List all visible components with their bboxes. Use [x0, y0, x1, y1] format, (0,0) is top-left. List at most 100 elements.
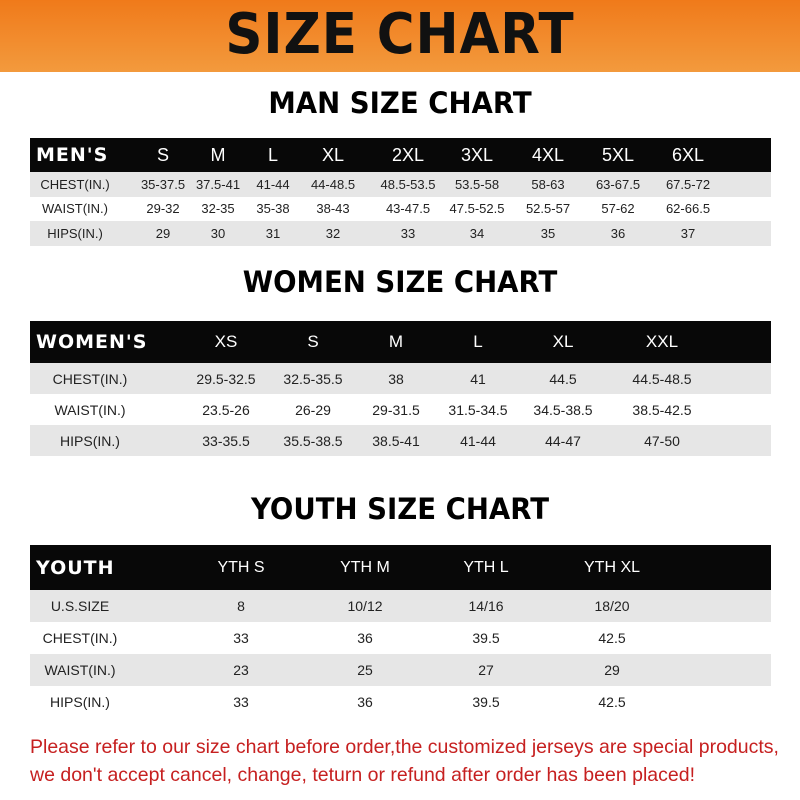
banner: SIZE CHART — [0, 0, 800, 72]
table-row: WAIST(IN.) 23 25 27 29 — [30, 654, 771, 686]
table-cell: 63-67.5 — [595, 176, 641, 192]
women-header-row: WOMEN'S XS S M L XL XXL — [30, 321, 771, 363]
table-cell: 34.5-38.5 — [533, 401, 593, 418]
table-cell: 41-44 — [460, 432, 496, 449]
table-cell: 29-32 — [146, 201, 180, 217]
size-column-header: YTH L — [463, 558, 509, 576]
table-cell: 34 — [469, 225, 485, 241]
table-cell: 53.5-58 — [454, 176, 500, 192]
table-cell: 44.5 — [549, 370, 577, 387]
table-cell: 32 — [325, 225, 341, 241]
table-row: HIPS(IN.) 29 30 31 32 33 34 35 36 37 — [30, 221, 771, 246]
table-cell: 35.5-38.5 — [283, 432, 343, 449]
men-table-label: MEN'S — [36, 144, 109, 166]
table-cell: 48.5-53.5 — [380, 176, 436, 192]
table-cell: 47-50 — [644, 432, 680, 449]
measurement-label: CHEST(IN.) — [40, 176, 110, 192]
table-cell: 32-35 — [201, 201, 235, 217]
size-column-header: YTH S — [217, 558, 265, 576]
table-cell: 37 — [680, 225, 696, 241]
table-cell: 30 — [210, 225, 226, 241]
size-column-header: XL — [321, 144, 345, 165]
table-cell: 14/16 — [468, 598, 504, 614]
table-row: WAIST(IN.) 23.5-26 26-29 29-31.5 31.5-34.5 34… — [30, 394, 771, 425]
table-cell: 26-29 — [295, 401, 331, 418]
table-cell: 38.5-41 — [372, 432, 420, 449]
banner-title: SIZE CHART — [225, 2, 575, 67]
size-column-header: YTH XL — [583, 558, 641, 576]
table-row: HIPS(IN.) 33 36 39.5 42.5 — [30, 686, 771, 718]
table-cell: 38-43 — [316, 201, 350, 217]
table-row: U.S.SIZE 8 10/12 14/16 18/20 — [30, 590, 771, 622]
measurement-label: WAIST(IN.) — [44, 662, 116, 678]
measurement-label: HIPS(IN.) — [50, 694, 110, 710]
table-cell: 62-66.5 — [665, 201, 711, 217]
size-column-header: 2XL — [391, 144, 425, 165]
table-cell: 41-44 — [256, 176, 290, 192]
table-cell: 18/20 — [594, 598, 630, 614]
table-cell: 37.5-41 — [195, 176, 241, 192]
table-cell: 38.5-42.5 — [632, 401, 692, 418]
table-cell: 29 — [604, 662, 620, 678]
table-row: HIPS(IN.) 33-35.5 35.5-38.5 38.5-41 41-44 44-… — [30, 425, 771, 456]
table-cell: 42.5 — [598, 694, 626, 710]
men-section-title: MAN SIZE CHART — [268, 86, 532, 120]
table-cell: 29 — [155, 225, 171, 241]
measurement-label: WAIST(IN.) — [42, 201, 108, 217]
table-cell: 44-48.5 — [310, 176, 356, 192]
size-column-header: YTH M — [340, 558, 390, 576]
measurement-label: HIPS(IN.) — [60, 432, 120, 449]
size-column-header: S — [156, 144, 170, 165]
table-cell: 25 — [357, 662, 373, 678]
size-column-header: M — [210, 144, 226, 165]
table-cell: 27 — [478, 662, 494, 678]
size-column-header: L — [267, 144, 279, 165]
order-notice-line-1: Please refer to our size chart before or… — [30, 736, 779, 758]
size-column-header: XXL — [645, 332, 679, 351]
table-cell: 44-47 — [545, 432, 581, 449]
measurement-label: U.S.SIZE — [50, 598, 110, 614]
table-cell: 47.5-52.5 — [449, 201, 505, 217]
table-cell: 35-38 — [256, 201, 290, 217]
measurement-label: CHEST(IN.) — [52, 370, 128, 387]
youth-table-label: YOUTH — [36, 556, 115, 579]
table-row: WAIST(IN.) 29-32 32-35 35-38 38-43 43-47.5 47.… — [30, 197, 771, 222]
table-cell: 23 — [233, 662, 249, 678]
youth-size-table: YOUTH YTH S YTH M YTH L YTH XL U.S.SIZE 8 10/12… — [30, 545, 771, 718]
table-cell: 10/12 — [347, 598, 383, 614]
table-cell: 33-35.5 — [202, 432, 250, 449]
table-cell: 31 — [265, 225, 281, 241]
size-column-header: 4XL — [531, 144, 565, 165]
table-cell: 33 — [400, 225, 416, 241]
men-size-table: MEN'S S M L XL 2XL 3XL 4XL 5XL 6XL CHEST(IN.) 35-37… — [30, 138, 771, 246]
table-cell: 39.5 — [472, 694, 500, 710]
size-column-header: 6XL — [671, 144, 705, 165]
table-row: CHEST(IN.) 35-37.5 37.5-41 41-44 44-48.5 48.5… — [30, 172, 771, 197]
table-cell: 31.5-34.5 — [448, 401, 508, 418]
table-cell: 29.5-32.5 — [196, 370, 256, 387]
size-column-header: L — [473, 332, 483, 351]
table-row: CHEST(IN.) 29.5-32.5 32.5-35.5 38 41 44.5 44.5… — [30, 363, 771, 394]
table-cell: 43-47.5 — [385, 201, 431, 217]
table-cell: 8 — [237, 598, 245, 614]
youth-section-title: YOUTH SIZE CHART — [250, 492, 550, 526]
table-cell: 36 — [357, 630, 373, 646]
table-cell: 23.5-26 — [202, 401, 250, 418]
table-cell: 67.5-72 — [665, 176, 711, 192]
size-column-header: 3XL — [460, 144, 494, 165]
table-cell: 57-62 — [601, 201, 635, 217]
table-cell: 44.5-48.5 — [632, 370, 692, 387]
women-table-label: WOMEN'S — [36, 331, 148, 353]
table-cell: 38 — [388, 370, 404, 387]
women-size-table: WOMEN'S XS S M L XL XXL CHEST(IN.) 29.5-32.5 32.5… — [30, 321, 771, 456]
size-column-header: S — [307, 332, 319, 351]
table-cell: 29-31.5 — [372, 401, 420, 418]
table-cell: 58-63 — [531, 176, 565, 192]
men-header-row: MEN'S S M L XL 2XL 3XL 4XL 5XL 6XL — [30, 138, 771, 172]
size-column-header: M — [388, 332, 404, 351]
size-column-header: 5XL — [601, 144, 635, 165]
women-section-title: WOMEN SIZE CHART — [242, 265, 558, 299]
table-cell: 42.5 — [598, 630, 626, 646]
table-cell: 41 — [470, 370, 486, 387]
measurement-label: WAIST(IN.) — [54, 401, 126, 418]
